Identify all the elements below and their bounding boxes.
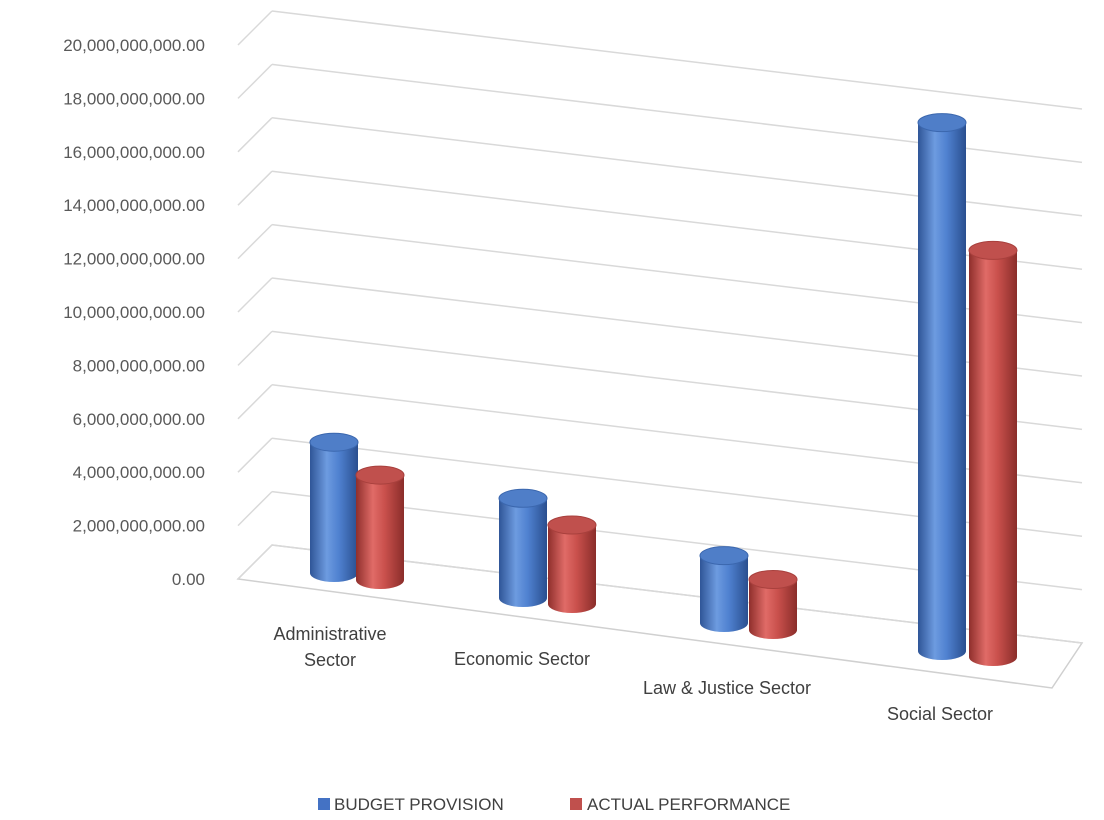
legend-label: BUDGET PROVISION bbox=[334, 795, 504, 814]
gridline-side bbox=[237, 384, 273, 420]
gridline-side bbox=[237, 544, 273, 580]
bar-actual-body bbox=[548, 525, 596, 613]
bars bbox=[309, 113, 1018, 666]
gridline-side bbox=[237, 117, 273, 153]
category-label: Sector bbox=[304, 650, 356, 670]
x-axis-categories: Administrative Sector Economic Sector Law &… bbox=[273, 624, 993, 724]
bar-budget-body bbox=[700, 555, 748, 632]
category-label: Administrative bbox=[273, 624, 386, 644]
bar-actual-body bbox=[749, 579, 797, 639]
gridline-side bbox=[237, 437, 273, 473]
y-tick-label: 0.00 bbox=[172, 570, 205, 589]
gridline-side bbox=[237, 10, 273, 46]
y-tick-label: 8,000,000,000.00 bbox=[73, 356, 205, 375]
bar-budget-top bbox=[917, 113, 967, 133]
bar-budget-top bbox=[699, 546, 749, 566]
y-tick-label: 2,000,000,000.00 bbox=[73, 517, 205, 536]
gridline-side bbox=[237, 330, 273, 366]
bar-budget-body bbox=[499, 498, 547, 607]
y-tick-label: 4,000,000,000.00 bbox=[73, 463, 205, 482]
bar-actual-top bbox=[547, 515, 597, 535]
bar-actual-body bbox=[356, 475, 404, 589]
category-label: Social Sector bbox=[887, 704, 993, 724]
bar-actual-top bbox=[968, 240, 1018, 260]
bar-actual-top bbox=[355, 465, 405, 485]
y-tick-label: 18,000,000,000.00 bbox=[63, 89, 205, 108]
bar-budget-top bbox=[498, 488, 548, 508]
gridline bbox=[271, 10, 1083, 110]
category-label: Law & Justice Sector bbox=[643, 678, 811, 698]
bar-actual-top bbox=[748, 569, 798, 589]
category-label: Economic Sector bbox=[454, 649, 590, 669]
legend-swatch bbox=[318, 798, 330, 810]
gridline-side bbox=[237, 491, 273, 527]
y-tick-label: 20,000,000,000.00 bbox=[63, 36, 205, 55]
y-tick-label: 12,000,000,000.00 bbox=[63, 250, 205, 269]
gridline-side bbox=[237, 63, 273, 99]
bar-budget-body bbox=[310, 442, 358, 582]
legend-swatch bbox=[570, 798, 582, 810]
bar-budget-body bbox=[918, 122, 966, 660]
bar-budget-top bbox=[309, 432, 359, 452]
y-tick-label: 14,000,000,000.00 bbox=[63, 196, 205, 215]
y-tick-label: 6,000,000,000.00 bbox=[73, 410, 205, 429]
bar-actual-body bbox=[969, 250, 1017, 666]
legend-label: ACTUAL PERFORMANCE bbox=[587, 795, 790, 814]
legend: BUDGET PROVISION ACTUAL PERFORMANCE bbox=[318, 795, 790, 814]
gridline-side bbox=[237, 224, 273, 260]
y-tick-label: 10,000,000,000.00 bbox=[63, 303, 205, 322]
gridline-side bbox=[237, 170, 273, 206]
y-tick-label: 16,000,000,000.00 bbox=[63, 143, 205, 162]
gridline-side bbox=[237, 277, 273, 313]
y-axis-ticks: 0.00 2,000,000,000.00 4,000,000,000.00 6,00… bbox=[63, 36, 205, 589]
